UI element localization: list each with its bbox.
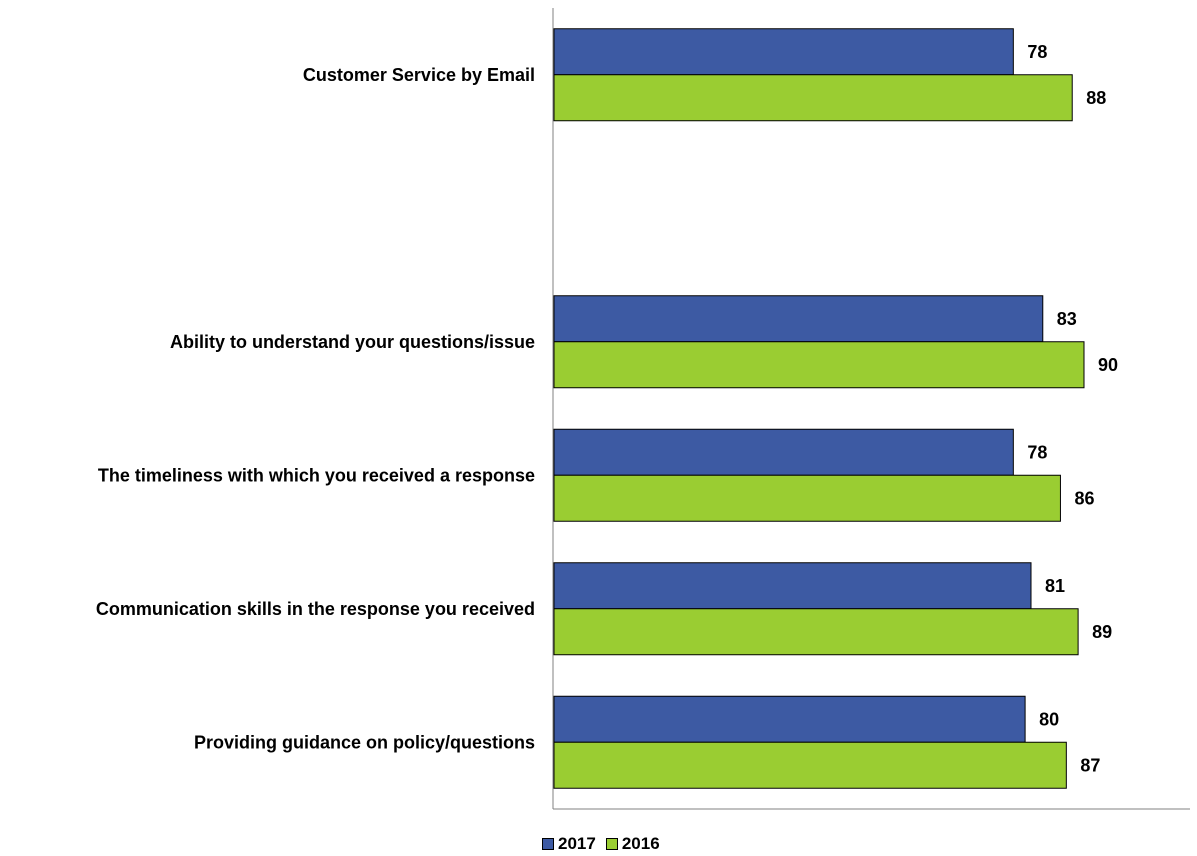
category-label-customer-service-by-email: Customer Service by Email xyxy=(303,65,535,85)
category-labels: Customer Service by Email Ability to unde… xyxy=(96,65,535,753)
legend-label-2017: 2017 xyxy=(558,834,596,853)
legend-label-2016: 2016 xyxy=(621,834,660,853)
category-label-the-timeliness-with-which-you-received-a-response: The timeliness with which you received a… xyxy=(98,465,535,485)
data-labels: 78 88 83 90 78 86 81 89 80 87 xyxy=(1027,42,1118,776)
category-label-communication-skills-in-the-response-you-received: Communication skills in the response you… xyxy=(96,599,535,619)
data-label-2017-providing-guidance-on-policy-questions: 80 xyxy=(1039,709,1059,729)
bar-2017-the-timeliness-with-which-you-received-a-response xyxy=(553,428,1014,476)
category-label-providing-guidance-on-policy-questions: Providing guidance on policy/questions xyxy=(194,732,535,752)
legend-swatch-2017 xyxy=(542,838,554,850)
legend-swatch-2016 xyxy=(605,838,618,850)
data-label-2016-customer-service-by-email: 88 xyxy=(1086,88,1106,108)
bar-2017-communication-skills-in-the-response-you-received xyxy=(553,562,1032,610)
legend-item-2016: 2016 xyxy=(605,834,660,854)
data-label-2017-customer-service-by-email: 78 xyxy=(1027,42,1047,62)
data-label-2017-communication-skills-in-the-response-you-received: 81 xyxy=(1045,576,1065,596)
data-label-2016-the-timeliness-with-which-you-received-a-response: 86 xyxy=(1074,488,1094,508)
bar-2017-providing-guidance-on-policy-questions xyxy=(553,695,1026,743)
bar-2017-ability-to-understand-your-questions-issue xyxy=(553,295,1044,343)
category-label-ability-to-understand-your-questions-issue: Ability to understand your questions/iss… xyxy=(170,332,535,352)
bar-2016-ability-to-understand-your-questions-issue xyxy=(553,341,1085,389)
bar-2016-providing-guidance-on-policy-questions xyxy=(553,741,1067,789)
bars xyxy=(553,28,1085,789)
data-label-2017-the-timeliness-with-which-you-received-a-response: 78 xyxy=(1027,442,1047,462)
bar-2017-customer-service-by-email xyxy=(553,28,1014,76)
data-label-2016-ability-to-understand-your-questions-issue: 90 xyxy=(1098,355,1118,375)
data-label-2016-communication-skills-in-the-response-you-received: 89 xyxy=(1092,622,1112,642)
bar-2016-the-timeliness-with-which-you-received-a-response xyxy=(553,474,1061,522)
data-label-2016-providing-guidance-on-policy-questions: 87 xyxy=(1080,755,1100,775)
legend-item-2017: 2017 xyxy=(542,834,596,854)
bar-2016-customer-service-by-email xyxy=(553,74,1073,122)
bar-2016-communication-skills-in-the-response-you-received xyxy=(553,608,1079,656)
legend: 2017 2016 xyxy=(542,834,666,854)
data-label-2017-ability-to-understand-your-questions-issue: 83 xyxy=(1057,309,1077,329)
